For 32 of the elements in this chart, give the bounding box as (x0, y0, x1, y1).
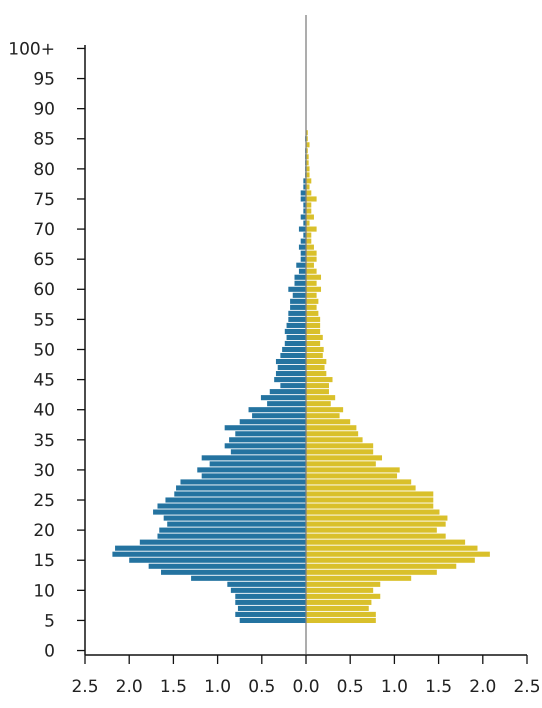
y-tick-label: 25 (33, 490, 55, 511)
y-tick-label: 90 (33, 100, 55, 120)
y-tick-label: 15 (33, 551, 55, 572)
y-tick-label: 50 (33, 340, 55, 360)
y-tick-label: 70 (33, 220, 55, 240)
y-tick-label: 85 (33, 130, 55, 150)
x-tick-label: 1.0 (204, 677, 232, 697)
x-tick-label: 0.5 (336, 677, 364, 697)
x-tick-label: 2.0 (116, 677, 143, 697)
y-tick-label: 75 (33, 190, 55, 210)
x-tick-label: 0.0 (292, 677, 320, 697)
y-tick-label: 45 (33, 370, 55, 391)
x-tick-label: 1.5 (160, 677, 187, 697)
y-tick-label: 10 (33, 581, 55, 602)
y-tick-label: 95 (33, 70, 55, 90)
x-tick-label: 1.5 (425, 677, 452, 697)
y-tick-label: 60 (33, 280, 55, 300)
y-tick-label: 65 (33, 250, 55, 270)
y-tick-label: 55 (33, 310, 55, 330)
y-tick-label: 0 (44, 641, 55, 662)
y-tick-label: 80 (33, 160, 55, 180)
y-tick-label: 5 (44, 611, 55, 632)
x-tick-label: 0.5 (248, 677, 276, 697)
y-tick-label: 35 (33, 430, 55, 451)
y-tick-label: 20 (33, 521, 55, 542)
x-tick-label: 2.5 (513, 677, 541, 697)
y-tick-label: 100+ (8, 39, 55, 60)
y-tick-label: 30 (33, 460, 55, 481)
y-tick-label: 40 (33, 400, 55, 421)
x-tick-label: 1.0 (380, 677, 408, 697)
x-tick-label: 2.0 (469, 677, 496, 697)
x-tick-label: 2.5 (71, 677, 99, 697)
